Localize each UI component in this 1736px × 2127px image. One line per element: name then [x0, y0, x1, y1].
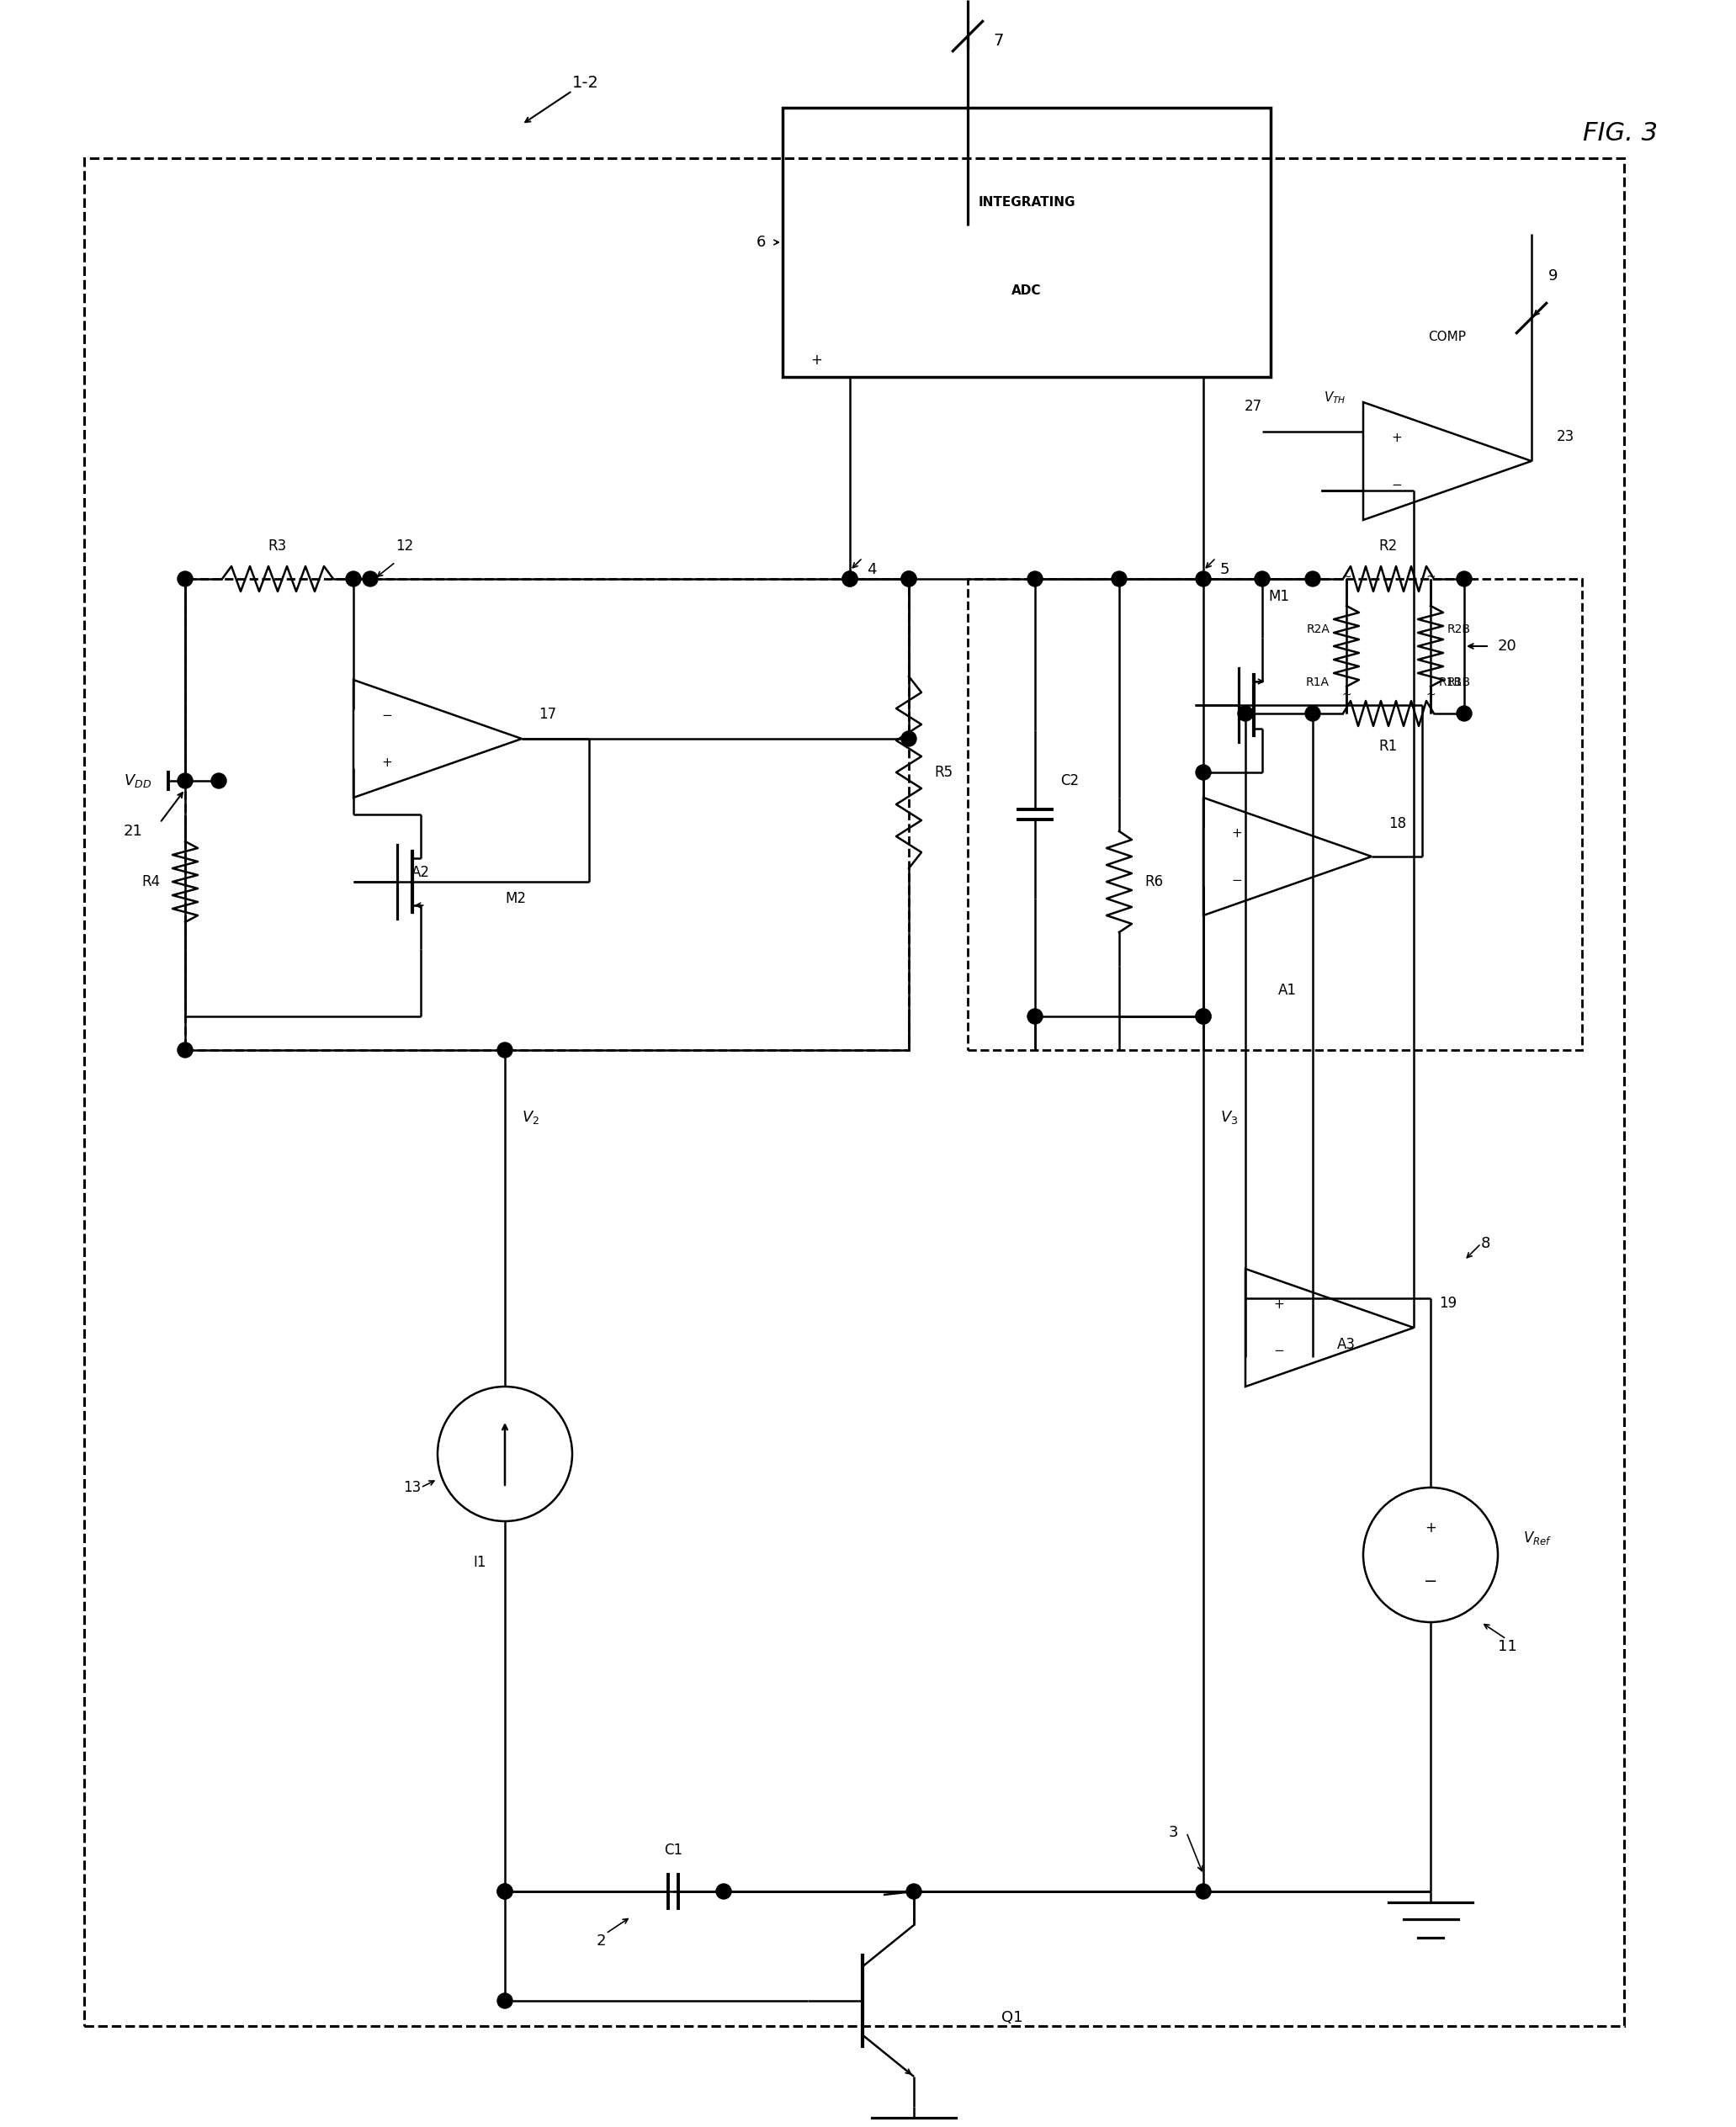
Text: R1: R1: [1378, 738, 1397, 753]
Text: −: −: [1274, 1344, 1285, 1357]
Circle shape: [496, 1885, 512, 1899]
Circle shape: [901, 732, 917, 747]
Text: ~: ~: [1342, 689, 1351, 702]
Bar: [186, 579, 910, 1051]
Text: I1: I1: [474, 1555, 486, 1570]
Text: $V_{Ref}$: $V_{Ref}$: [1522, 1529, 1552, 1546]
Circle shape: [363, 572, 378, 587]
Text: R2: R2: [1378, 538, 1397, 553]
Text: +: +: [811, 353, 823, 368]
Bar: [83, 157, 1625, 2027]
Text: 18: 18: [1389, 817, 1406, 832]
Text: M2: M2: [505, 891, 526, 906]
Text: 27: 27: [1245, 400, 1262, 415]
Circle shape: [1457, 572, 1472, 587]
Text: 12: 12: [396, 538, 413, 553]
Text: A3: A3: [1337, 1338, 1356, 1353]
Circle shape: [496, 1993, 512, 2008]
Text: +: +: [1231, 827, 1243, 840]
Text: C1: C1: [663, 1842, 682, 1857]
Circle shape: [1196, 1008, 1212, 1023]
Text: ~: ~: [1425, 689, 1436, 702]
Circle shape: [1111, 572, 1127, 587]
Circle shape: [1196, 1885, 1212, 1899]
Text: M1: M1: [1269, 589, 1290, 604]
Circle shape: [1028, 572, 1043, 587]
Text: $V_3$: $V_3$: [1220, 1108, 1238, 1125]
Text: R2A: R2A: [1305, 623, 1330, 636]
Text: 9: 9: [1549, 268, 1557, 283]
Text: R4: R4: [141, 874, 160, 889]
Circle shape: [717, 1885, 731, 1899]
Circle shape: [1305, 706, 1321, 721]
Text: R2B: R2B: [1448, 623, 1470, 636]
Text: 11: 11: [1498, 1640, 1517, 1655]
Text: −: −: [382, 708, 392, 721]
Text: −: −: [1231, 874, 1243, 887]
Text: +: +: [1274, 1297, 1285, 1310]
Circle shape: [177, 774, 193, 789]
Circle shape: [1196, 766, 1212, 781]
Text: 8: 8: [1481, 1236, 1491, 1251]
Text: 1-2: 1-2: [573, 74, 599, 91]
Text: 17: 17: [538, 706, 556, 721]
Circle shape: [1196, 572, 1212, 587]
Text: 7: 7: [993, 32, 1003, 49]
Circle shape: [496, 1042, 512, 1057]
Text: A2: A2: [411, 866, 431, 881]
Bar: [967, 579, 1581, 1051]
Text: 20: 20: [1498, 638, 1517, 653]
Text: $V_{TH}$: $V_{TH}$: [1325, 389, 1347, 406]
Text: −: −: [1424, 1574, 1437, 1589]
Text: INTEGRATING: INTEGRATING: [977, 196, 1075, 208]
Circle shape: [1457, 706, 1472, 721]
Text: C2: C2: [1061, 774, 1078, 789]
Text: 19: 19: [1439, 1295, 1457, 1310]
Text: A1: A1: [1278, 983, 1297, 998]
Text: FIG. 3: FIG. 3: [1583, 121, 1658, 145]
Text: +: +: [382, 755, 392, 768]
Text: ~: ~: [1425, 572, 1436, 583]
Circle shape: [177, 572, 193, 587]
Circle shape: [1255, 572, 1269, 587]
Circle shape: [901, 572, 917, 587]
Text: −: −: [1392, 479, 1403, 491]
Text: R1A: R1A: [1305, 676, 1330, 689]
Circle shape: [1028, 1008, 1043, 1023]
Text: COMP: COMP: [1429, 330, 1467, 342]
Text: 13: 13: [403, 1480, 420, 1495]
Circle shape: [212, 774, 226, 789]
Text: ~: ~: [1342, 572, 1351, 583]
Text: R6: R6: [1144, 874, 1163, 889]
Circle shape: [901, 572, 917, 587]
Text: $V_2$: $V_2$: [523, 1108, 540, 1125]
Text: +: +: [1392, 432, 1403, 445]
Text: 3: 3: [1168, 1825, 1179, 1840]
Text: R1B: R1B: [1448, 676, 1470, 689]
Text: 6: 6: [757, 234, 766, 249]
Text: R1B: R1B: [1439, 676, 1463, 689]
Circle shape: [842, 572, 858, 587]
Circle shape: [177, 1042, 193, 1057]
Circle shape: [345, 572, 361, 587]
Text: 2: 2: [595, 1933, 606, 1948]
Circle shape: [906, 1885, 922, 1899]
Circle shape: [1238, 706, 1253, 721]
Circle shape: [842, 572, 858, 587]
Text: ADC: ADC: [1012, 285, 1042, 298]
Text: R5: R5: [934, 766, 953, 781]
Circle shape: [1305, 572, 1321, 587]
Text: Q1: Q1: [1002, 2010, 1023, 2025]
Bar: [783, 108, 1271, 376]
Text: R3: R3: [269, 538, 286, 553]
Text: 21: 21: [123, 823, 142, 838]
Text: 5: 5: [1220, 562, 1229, 576]
Circle shape: [1196, 1008, 1212, 1023]
Text: $V_{DD}$: $V_{DD}$: [123, 772, 151, 789]
Text: 23: 23: [1557, 430, 1575, 445]
Text: +: +: [1425, 1521, 1436, 1536]
Circle shape: [496, 1885, 512, 1899]
Text: 4: 4: [866, 562, 877, 576]
